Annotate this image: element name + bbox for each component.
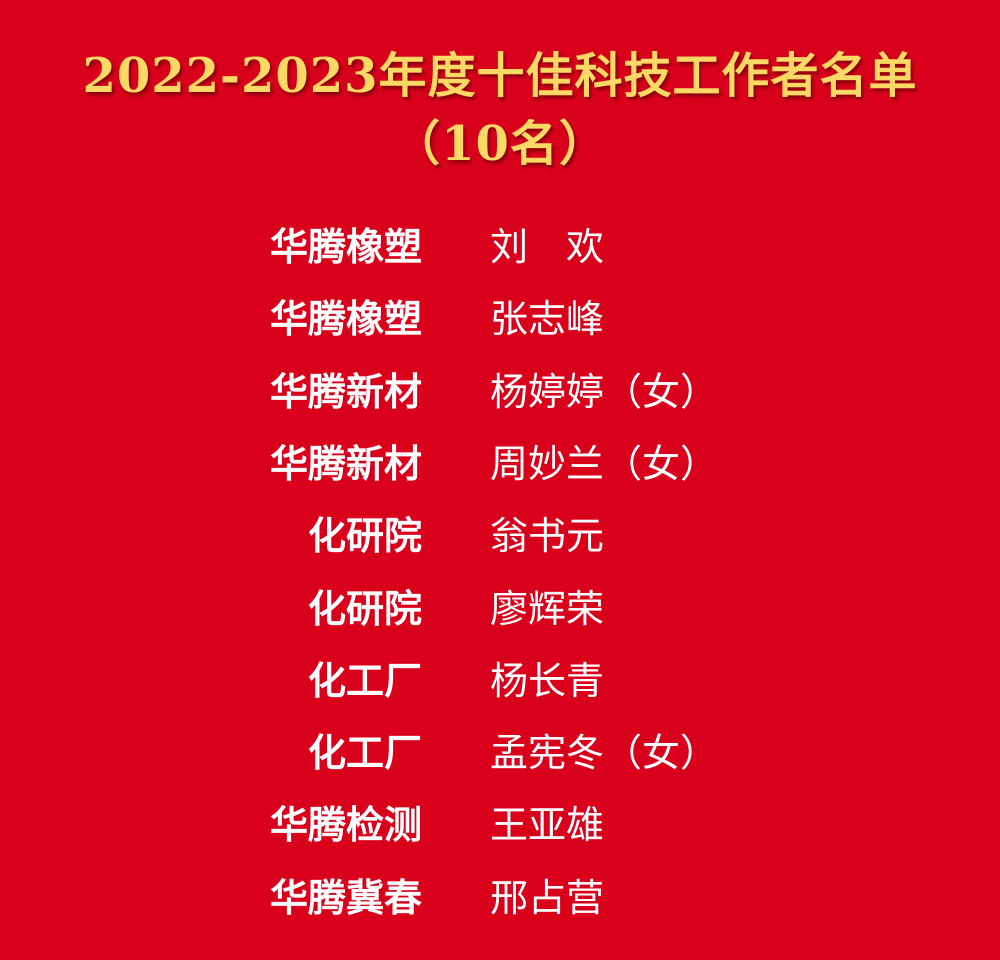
organization: 华腾新材 bbox=[269, 369, 422, 414]
person-name: 杨长青 bbox=[490, 658, 605, 703]
person-name: 翁书元 bbox=[490, 514, 605, 559]
organization: 华腾橡塑 bbox=[269, 225, 422, 269]
list-item: 华腾橡塑 刘 欢 bbox=[0, 216, 1000, 272]
person-name: 周妙兰（女） bbox=[490, 441, 719, 486]
list-item: 华腾新材 杨婷婷（女） bbox=[0, 361, 1000, 417]
person-name: 邢占营 bbox=[490, 875, 605, 920]
organization: 化研院 bbox=[307, 586, 422, 631]
list-item: 华腾橡塑 张志峰 bbox=[0, 288, 1000, 344]
organization: 化工厂 bbox=[307, 658, 422, 703]
list-item: 化工厂 杨长青 bbox=[0, 650, 1000, 706]
page-title: 2022-2023年度十佳科技工作者名单 bbox=[82, 48, 918, 104]
page-subtitle: （10名） bbox=[392, 116, 608, 172]
organization: 化研院 bbox=[307, 514, 422, 559]
person-name: 廖辉荣 bbox=[490, 586, 605, 631]
list-item: 华腾新材 周妙兰（女） bbox=[0, 433, 1000, 489]
person-name: 孟宪冬（女） bbox=[490, 731, 719, 776]
list-item: 华腾冀春 邢占营 bbox=[0, 867, 1000, 923]
list-item: 化工厂 孟宪冬（女） bbox=[0, 722, 1000, 778]
organization: 华腾橡塑 bbox=[269, 297, 422, 342]
person-name: 刘 欢 bbox=[490, 225, 605, 269]
person-name: 张志峰 bbox=[490, 297, 605, 342]
organization: 华腾新材 bbox=[269, 441, 422, 486]
list-item: 化研院 翁书元 bbox=[0, 505, 1000, 561]
person-name: 杨婷婷（女） bbox=[490, 369, 719, 414]
organization: 化工厂 bbox=[307, 731, 422, 776]
list-item: 化研院 廖辉荣 bbox=[0, 578, 1000, 634]
organization: 华腾冀春 bbox=[269, 875, 422, 920]
organization: 华腾检测 bbox=[269, 803, 422, 848]
list-item: 华腾检测 王亚雄 bbox=[0, 794, 1000, 850]
person-name: 王亚雄 bbox=[490, 803, 605, 848]
